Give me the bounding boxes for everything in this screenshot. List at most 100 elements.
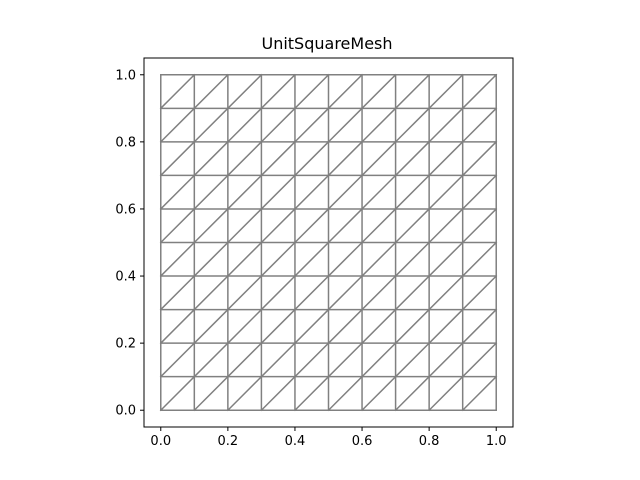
mesh-edge-diagonal (293, 174, 330, 211)
axes-frame (143, 57, 514, 428)
mesh-edge-diagonal (461, 174, 498, 211)
mesh-edge-diagonal (360, 140, 397, 177)
mesh-edge-diagonal (461, 241, 498, 278)
mesh-edge-diagonal (360, 342, 397, 378)
mesh-edge-diagonal (293, 274, 330, 311)
mesh-edge-diagonal (428, 274, 464, 311)
mesh-edge-diagonal (293, 140, 330, 177)
mesh-edge-diagonal (394, 274, 431, 311)
mesh-edge-diagonal (159, 375, 196, 412)
mesh-edge-diagonal (428, 308, 464, 345)
mesh-edge-diagonal (260, 174, 297, 211)
mesh-edge-diagonal (428, 375, 464, 412)
x-tick-label: 0.4 (285, 434, 306, 449)
mesh-edge-diagonal (461, 107, 498, 143)
mesh-edge-diagonal (360, 375, 397, 412)
mesh-edge-diagonal (226, 140, 263, 177)
mesh-edge-diagonal (428, 73, 464, 110)
mesh-edge-diagonal (360, 308, 397, 345)
mesh-edge-diagonal (193, 375, 229, 412)
mesh-edge-diagonal (461, 140, 498, 177)
mesh-edge-diagonal (461, 73, 498, 110)
mesh-edge-diagonal (193, 174, 229, 211)
x-tick-label: 0.2 (218, 434, 239, 449)
mesh-edge-diagonal (360, 174, 397, 211)
mesh-edge-diagonal (293, 207, 330, 244)
mesh-edge-diagonal (394, 375, 431, 412)
mesh-edge-diagonal (226, 241, 263, 278)
mesh-edge-diagonal (260, 73, 297, 110)
mesh-edge-diagonal (226, 73, 263, 110)
mesh-edge-diagonal (394, 207, 431, 244)
mesh-edge-diagonal (226, 274, 263, 311)
mesh-edge-diagonal (327, 241, 364, 278)
mesh-layer (159, 73, 498, 412)
mesh-edge-diagonal (394, 342, 431, 378)
mesh-edge-diagonal (260, 342, 297, 378)
mesh-edge-diagonal (461, 375, 498, 412)
mesh-edge-diagonal (159, 274, 196, 311)
mesh-edge-diagonal (260, 107, 297, 143)
mesh-edge-diagonal (293, 241, 330, 278)
mesh-edge-diagonal (360, 241, 397, 278)
x-axis: 0.0 0.2 0.4 0.6 0.8 1.0 (150, 427, 507, 449)
mesh-edge-diagonal (260, 274, 297, 311)
mesh-edge-diagonal (327, 308, 364, 345)
mesh-edge-diagonal (293, 308, 330, 345)
mesh-edge-diagonal (327, 342, 364, 378)
x-tick-label: 1.0 (486, 434, 507, 449)
mesh-edge-diagonal (394, 241, 431, 278)
mesh-edge-diagonal (394, 140, 431, 177)
y-tick-label: 0.0 (115, 404, 136, 419)
mesh-edge-diagonal (360, 73, 397, 110)
mesh-edge-diagonal (360, 107, 397, 143)
mesh-edge-diagonal (461, 308, 498, 345)
mesh-edge-diagonal (193, 274, 229, 311)
mesh-edge-diagonal (226, 308, 263, 345)
mesh-edge-diagonal (260, 241, 297, 278)
mesh-edge-diagonal (394, 308, 431, 345)
mesh-edge-diagonal (327, 73, 364, 110)
mesh-edge-diagonal (193, 241, 229, 278)
mesh-edge-diagonal (327, 375, 364, 412)
mesh-edge-diagonal (327, 174, 364, 211)
mesh-edge-diagonal (327, 140, 364, 177)
y-tick-label: 0.8 (115, 135, 136, 150)
mesh-edge-diagonal (260, 308, 297, 345)
mesh-edge-diagonal (226, 375, 263, 412)
mesh-edge-diagonal (394, 107, 431, 143)
x-tick-label: 0.0 (150, 434, 171, 449)
mesh-edge-diagonal (159, 241, 196, 278)
y-tick-label: 1.0 (115, 68, 136, 83)
mesh-edge-diagonal (226, 207, 263, 244)
mesh-edge-diagonal (193, 107, 229, 143)
mesh-edge-diagonal (461, 207, 498, 244)
mesh-edge-diagonal (394, 73, 431, 110)
y-tick-label: 0.4 (115, 270, 136, 285)
mesh-edge-diagonal (260, 375, 297, 412)
mesh-edge-diagonal (260, 140, 297, 177)
mesh-edge-diagonal (159, 107, 196, 143)
y-tick-label: 0.6 (115, 202, 136, 217)
mesh-edge-diagonal (428, 241, 464, 278)
x-tick-label: 0.6 (352, 434, 373, 449)
mesh-edge-diagonal (360, 207, 397, 244)
mesh-edge-diagonal (428, 207, 464, 244)
mesh-edge-diagonal (327, 107, 364, 143)
mesh-edge-diagonal (226, 342, 263, 378)
mesh-edge-diagonal (193, 342, 229, 378)
mesh-edge-diagonal (193, 73, 229, 110)
mesh-edge-diagonal (327, 274, 364, 311)
mesh-edge-diagonal (461, 342, 498, 378)
mesh-edge-diagonal (159, 140, 196, 177)
mesh-edge-diagonal (293, 107, 330, 143)
mesh-edge-diagonal (428, 140, 464, 177)
mesh-edge-diagonal (428, 107, 464, 143)
mesh-edge-diagonal (226, 174, 263, 211)
mesh-edge-diagonal (461, 274, 498, 311)
mesh-edge-diagonal (260, 207, 297, 244)
mesh-edge-diagonal (159, 342, 196, 378)
mesh-edge-diagonal (394, 174, 431, 211)
chart-title: UnitSquareMesh (261, 34, 392, 53)
